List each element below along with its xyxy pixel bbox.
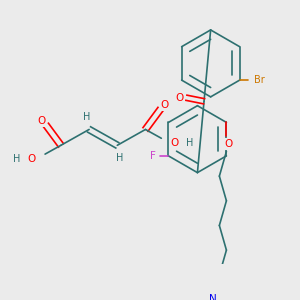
Text: H: H bbox=[116, 153, 124, 163]
Text: H: H bbox=[13, 154, 21, 164]
Text: H: H bbox=[186, 138, 193, 148]
Text: H: H bbox=[83, 112, 90, 122]
Text: N: N bbox=[209, 294, 217, 300]
Text: O: O bbox=[224, 139, 232, 148]
Text: O: O bbox=[28, 154, 36, 164]
Text: O: O bbox=[170, 138, 179, 148]
Text: O: O bbox=[161, 100, 169, 110]
Text: F: F bbox=[150, 151, 155, 161]
Text: O: O bbox=[175, 93, 184, 103]
Text: Br: Br bbox=[254, 75, 264, 85]
Text: O: O bbox=[38, 116, 46, 126]
